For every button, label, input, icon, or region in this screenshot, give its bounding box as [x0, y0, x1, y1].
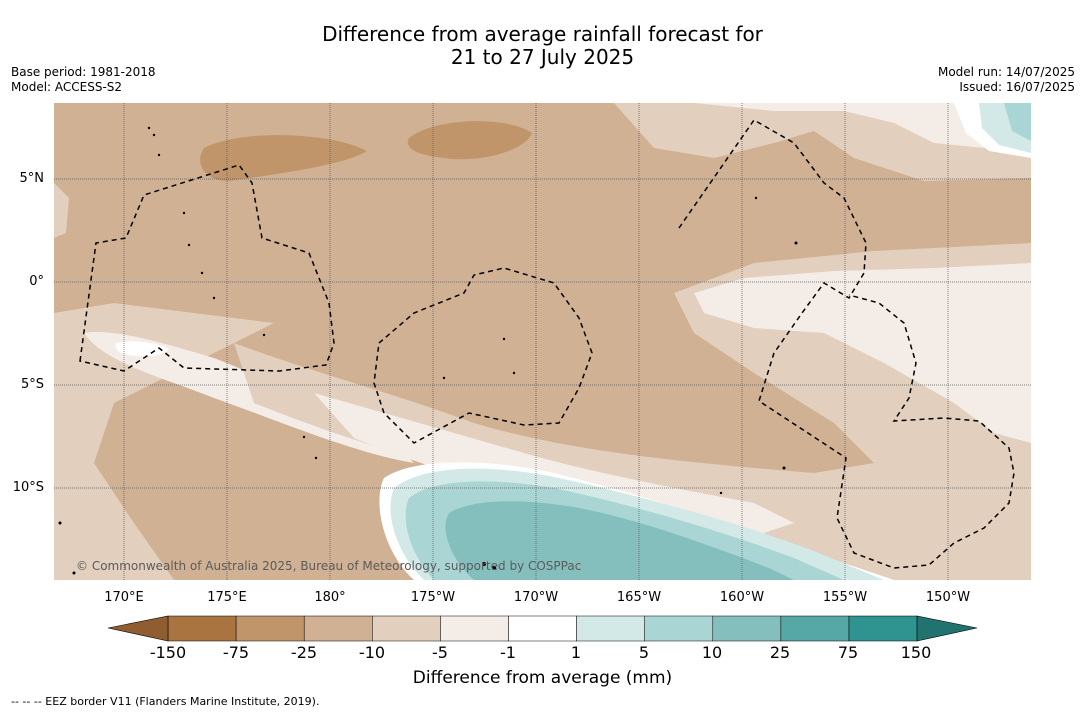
island-markers — [58, 126, 798, 575]
colorbar-segment — [848, 615, 918, 642]
eez-border-kiribati-phoenix — [373, 267, 593, 444]
colorbar-segment — [440, 615, 509, 642]
colorbar-segment — [576, 615, 645, 642]
colorbar-segment — [235, 615, 305, 642]
contour-dry-10-west-edge — [54, 183, 69, 238]
colorbar-segment — [167, 615, 237, 642]
lon-label-180: 180° — [314, 590, 346, 605]
contour-neutral-west — [115, 341, 169, 357]
colorbar-segments — [167, 615, 918, 642]
lon-label-170w: 170°W — [513, 590, 559, 605]
lon-label-175e: 175°E — [207, 590, 247, 605]
contour-wet-25-south — [445, 501, 794, 580]
contour-dry-10-band — [234, 343, 876, 523]
model-label: Model: ACCESS-S2 — [11, 80, 123, 94]
colorbar-extend-low — [107, 615, 169, 642]
lat-label-5s: 5°S — [20, 377, 44, 392]
graticule — [54, 103, 1031, 580]
lon-label-155w: 155°W — [822, 590, 868, 605]
lon-label-150w: 150°W — [925, 590, 971, 605]
colorbar-title: Difference from average (mm) — [412, 668, 673, 688]
contour-dry-10-west — [54, 303, 274, 580]
colorbar-segment — [508, 615, 577, 642]
colorbar-tick-label: -5 — [432, 643, 448, 662]
model-run-label: Model run: 14/07/2025 — [937, 65, 1075, 79]
colorbar-tick-label: 10 — [701, 643, 723, 662]
colorbar-tick-label: 75 — [837, 643, 859, 662]
lat-label-5n: 5°N — [19, 171, 45, 186]
colorbar-tick-label: 25 — [769, 643, 791, 662]
colorbar-segment — [780, 615, 850, 642]
lon-label-160w: 160°W — [719, 590, 765, 605]
eez-borders — [79, 119, 1015, 569]
colorbar-segment — [372, 615, 441, 642]
colorbar-tick-label: 150 — [900, 643, 932, 662]
lon-label-170e: 170°E — [104, 590, 144, 605]
colorbar-segment — [303, 615, 373, 642]
colorbar-extend-high — [916, 615, 978, 642]
colorbar-tick-label: -25 — [290, 643, 318, 662]
lon-label-175w: 175°W — [410, 590, 456, 605]
eez-border-kiribati-gilbert — [79, 164, 335, 372]
lon-label-165w: 165°W — [616, 590, 662, 605]
contour-dry-5-east — [694, 263, 1031, 443]
chart-title-line1: Difference from average rainfall forecas… — [322, 22, 763, 46]
lat-label-0: 0° — [29, 274, 44, 289]
rainfall-anomaly-map — [54, 103, 1031, 580]
lat-label-10s: 10°S — [12, 480, 44, 495]
contour-dry-75-blob-center — [407, 121, 532, 160]
contour-dry-5-northeast — [694, 103, 1031, 148]
copyright-notice: © Commonwealth of Australia 2025, Bureau… — [76, 559, 582, 573]
colorbar-segment — [712, 615, 782, 642]
colorbar-tick-label: -10 — [358, 643, 386, 662]
contour-wet-10-northeast — [1004, 103, 1031, 141]
colorbar-tick-label: 5 — [638, 643, 650, 662]
contour-dry-5-band — [314, 393, 794, 543]
eez-border-note: -- -- -- EEZ border V11 (Flanders Marine… — [11, 695, 320, 708]
colorbar-segment — [644, 615, 714, 642]
colorbar-tick-label: -150 — [149, 643, 187, 662]
colorbar-tick-label: 1 — [570, 643, 582, 662]
colorbar — [107, 615, 978, 642]
chart-title-line2: 21 to 27 July 2025 — [450, 45, 635, 69]
colorbar-tick-label: -1 — [500, 643, 516, 662]
issued-label: Issued: 16/07/2025 — [959, 80, 1075, 94]
colorbar-tick-label: -75 — [222, 643, 250, 662]
base-period-label: Base period: 1981-2018 — [11, 65, 156, 79]
